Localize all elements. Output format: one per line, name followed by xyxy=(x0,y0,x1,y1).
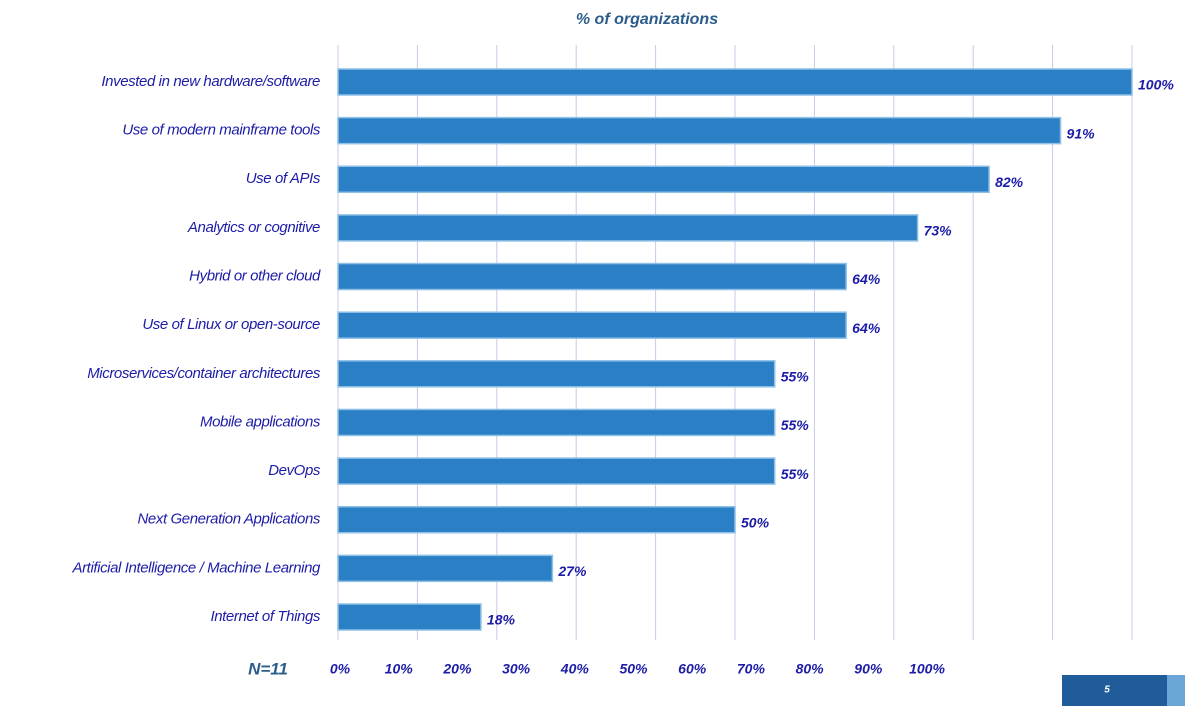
x-tick-label: 90% xyxy=(854,661,883,677)
bar xyxy=(337,505,736,534)
category-label: Artificial Intelligence / Machine Learni… xyxy=(71,559,321,576)
page-number: 5 xyxy=(1104,685,1110,696)
bar xyxy=(337,408,776,437)
value-label: 73% xyxy=(924,223,953,239)
value-label: 64% xyxy=(852,271,881,287)
x-tick-label: 100% xyxy=(909,661,945,677)
value-label: 55% xyxy=(781,417,810,433)
value-label: 55% xyxy=(781,369,810,385)
bar xyxy=(337,603,482,631)
category-label: Mobile applications xyxy=(200,413,321,430)
value-label: 50% xyxy=(741,514,770,530)
x-tick-label: 80% xyxy=(796,661,825,677)
value-label: 100% xyxy=(1138,77,1174,93)
page-number-accent xyxy=(1167,675,1185,706)
page-number-box xyxy=(1062,675,1167,706)
category-label: Use of modern mainframe tools xyxy=(122,122,321,139)
bar xyxy=(337,68,1133,96)
category-label: Internet of Things xyxy=(210,608,320,625)
category-label: Next Generation Applications xyxy=(137,511,320,528)
category-label: DevOps xyxy=(268,462,321,479)
category-label: Use of APIs xyxy=(246,170,321,187)
sample-note: N=11 xyxy=(248,659,288,678)
x-tick-label: 40% xyxy=(560,661,590,677)
bar xyxy=(337,311,847,339)
category-label: Invested in new hardware/software xyxy=(101,73,320,90)
x-tick-label: 20% xyxy=(442,661,472,677)
bar xyxy=(337,457,776,485)
category-label: Analytics or cognitive xyxy=(187,219,320,236)
x-tick-label: 30% xyxy=(502,661,531,677)
bar xyxy=(337,165,990,194)
x-tick-label: 70% xyxy=(737,661,766,677)
bar xyxy=(337,116,1062,145)
value-label: 64% xyxy=(852,320,881,336)
value-label: 27% xyxy=(557,563,587,579)
value-label: 55% xyxy=(781,466,810,482)
category-label: Use of Linux or open-source xyxy=(142,316,320,333)
bar xyxy=(337,360,776,388)
category-label: Microservices/container architectures xyxy=(87,365,321,382)
bar xyxy=(337,214,919,242)
value-label: 91% xyxy=(1067,125,1096,141)
value-label: 18% xyxy=(487,612,516,628)
bar xyxy=(337,554,554,583)
x-tick-label: 10% xyxy=(385,661,414,677)
bar xyxy=(337,262,847,291)
chart-title: % of organizations xyxy=(576,11,718,28)
x-tick-label: 0% xyxy=(330,661,351,677)
x-tick-label: 60% xyxy=(678,661,707,677)
x-tick-label: 50% xyxy=(619,661,648,677)
value-label: 82% xyxy=(995,174,1024,190)
category-label: Hybrid or other cloud xyxy=(189,268,321,285)
